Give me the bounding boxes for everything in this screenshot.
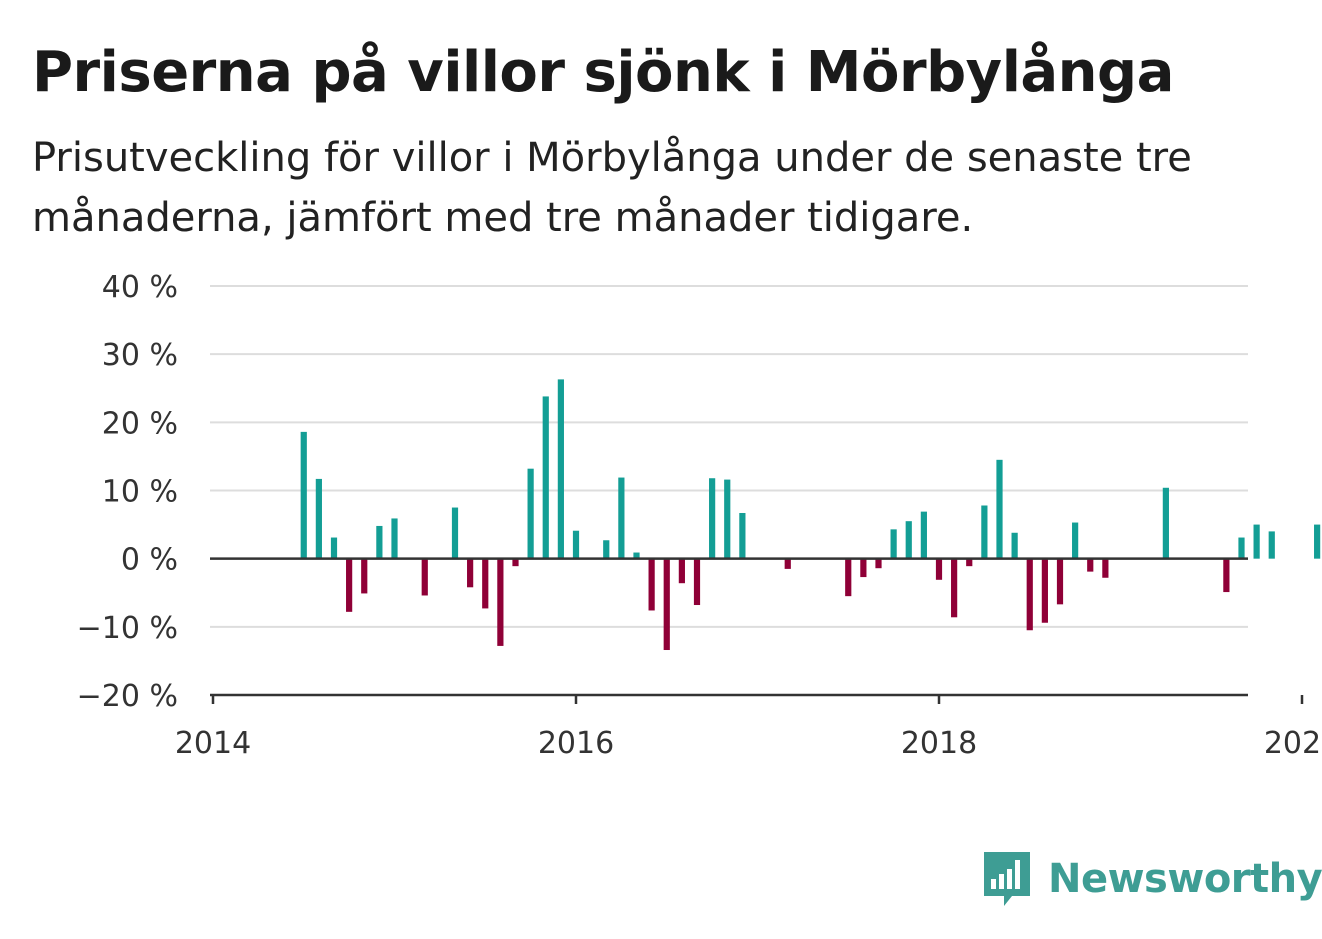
bar	[1268, 531, 1275, 559]
bar	[784, 558, 791, 569]
y-tick-label: −10 %	[77, 611, 178, 646]
bar	[663, 558, 670, 651]
bar	[693, 558, 701, 606]
axes	[210, 557, 1304, 704]
bar	[739, 512, 746, 559]
labels: −20 % −10 % 0 % 10 % 20 % 30 % 40 % 2014 2016 201…	[77, 270, 1322, 761]
bars	[300, 379, 1321, 651]
bar	[421, 558, 428, 596]
y-tick-label: 10 %	[102, 475, 178, 510]
bar	[1072, 522, 1079, 559]
y-tick-label: 40 %	[102, 270, 178, 305]
logo-text: Newsworthy	[1048, 856, 1322, 902]
bar	[300, 431, 307, 559]
bar	[527, 468, 534, 559]
bar	[467, 558, 474, 588]
bar	[1041, 558, 1048, 623]
bar	[1011, 532, 1018, 559]
bar	[678, 558, 685, 584]
bar	[572, 530, 580, 559]
y-tick-label: 30 %	[102, 338, 178, 373]
bar	[618, 477, 625, 559]
bar	[996, 459, 1003, 559]
bar	[451, 507, 459, 559]
bar	[482, 558, 489, 609]
bar	[542, 396, 549, 559]
bar	[648, 558, 655, 611]
bar	[724, 479, 731, 559]
y-tick-label: −20 %	[77, 679, 178, 714]
gridlines	[210, 285, 1248, 628]
bar	[315, 478, 322, 559]
bar	[361, 558, 368, 594]
x-tick-label: 2020	[1264, 726, 1322, 761]
chart-subtitle: Prisutveckling för villor i Mörbylånga u…	[32, 135, 1192, 241]
bar	[905, 521, 912, 559]
bar	[1314, 524, 1321, 559]
bar	[1056, 558, 1064, 605]
bar	[966, 558, 973, 567]
bar	[1102, 558, 1109, 578]
bar	[1087, 558, 1094, 572]
bar	[1253, 524, 1260, 559]
bar	[1026, 558, 1033, 631]
bar	[376, 525, 383, 559]
bar	[497, 558, 504, 646]
chart-title: Priserna på villor sjönk i Mörbylånga	[32, 40, 1174, 105]
bar	[1162, 487, 1169, 559]
bar	[875, 558, 882, 569]
bar	[981, 505, 988, 559]
bar	[935, 558, 943, 580]
bar	[890, 529, 897, 559]
bar	[860, 558, 867, 578]
bar	[603, 540, 610, 559]
bar-chart-speech-bubble-icon	[984, 852, 1030, 906]
x-tick-label: 2016	[538, 726, 614, 761]
bar	[1223, 558, 1230, 593]
bar	[346, 558, 353, 612]
bar	[633, 552, 640, 559]
bar	[709, 478, 716, 559]
newsworthy-logo: Newsworthy	[982, 850, 1322, 908]
bar	[845, 558, 852, 597]
y-tick-label: 20 %	[102, 406, 178, 441]
bar	[920, 511, 927, 559]
bar	[557, 379, 564, 559]
bar	[951, 558, 958, 618]
bar	[391, 518, 398, 559]
x-tick-label: 2014	[175, 726, 251, 761]
bar	[330, 537, 338, 559]
bar	[512, 558, 519, 567]
x-tick-label: 2018	[901, 726, 977, 761]
bar	[1238, 537, 1245, 559]
y-tick-label: 0 %	[121, 543, 178, 578]
bar-chart: −20 % −10 % 0 % 10 % 20 % 30 % 40 % 2014 2016 201…	[77, 270, 1322, 761]
